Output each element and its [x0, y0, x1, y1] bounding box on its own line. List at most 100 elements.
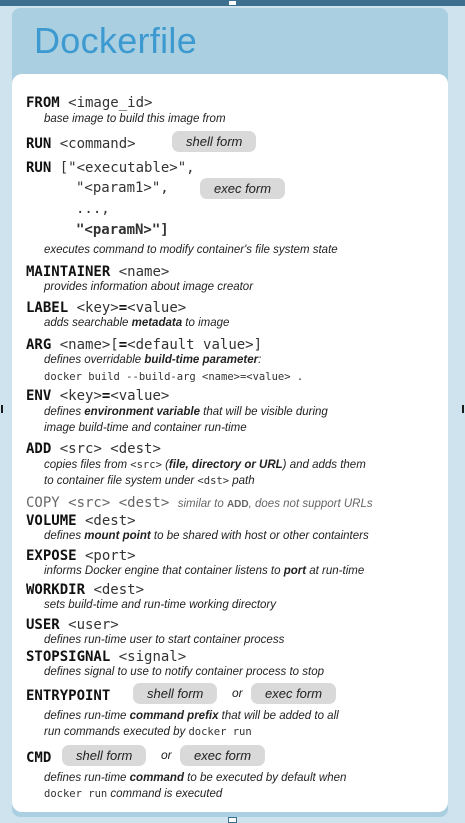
argument: <port> — [77, 548, 136, 564]
resize-handle-top[interactable] — [228, 0, 237, 6]
add-description: copies files from <src> (file, directory… — [44, 459, 366, 471]
volume-description: defines mount point to be shared with ho… — [44, 530, 369, 542]
argument: <src> <dest> — [60, 495, 170, 511]
expose-description: informs Docker engine that container lis… — [44, 565, 364, 577]
text: to container file system under — [44, 475, 197, 487]
copy-description: similar to ADD, does not support URLs — [178, 498, 373, 510]
keyword: ENV — [26, 388, 51, 404]
argument: <key> — [51, 388, 102, 404]
keyword: RUN — [26, 136, 51, 152]
argument: <dest> — [77, 513, 136, 529]
argument: <value> — [110, 388, 169, 404]
emphasis: command — [130, 772, 184, 784]
keyword: MAINTAINER — [26, 264, 110, 280]
text: to image — [182, 317, 229, 329]
argument: <src> <dest> — [51, 441, 161, 457]
text: ) and adds them — [283, 459, 366, 471]
text: defines overridable — [44, 354, 144, 366]
keyword: COPY — [26, 495, 60, 511]
env-instruction: ENV <key>=<value> — [26, 387, 169, 405]
keyword: VOLUME — [26, 513, 77, 529]
workdir-instruction: WORKDIR <dest> — [26, 581, 144, 599]
code: docker run — [188, 726, 251, 738]
text: that will be added to all — [218, 710, 338, 722]
arg-example: docker build --build-arg <name>=<value> … — [44, 371, 303, 383]
keyword: EXPOSE — [26, 548, 77, 564]
argument: <name>[ — [51, 337, 118, 353]
text: , does not support URLs — [249, 498, 373, 510]
argument: <signal> — [110, 649, 186, 665]
equals-sign: = — [119, 337, 127, 353]
add-description-line2: to container file system under <dst> pat… — [44, 475, 255, 487]
code: <src> — [130, 459, 162, 471]
text: adds searchable — [44, 317, 132, 329]
keyword: WORKDIR — [26, 582, 85, 598]
or-separator: or — [161, 748, 172, 762]
text: run commands executed by — [44, 726, 188, 738]
argument: ["<executable>", — [51, 160, 194, 176]
argument: <image_id> — [60, 95, 153, 111]
maintainer-description: provides information about image creator — [44, 281, 253, 293]
workdir-description: sets build-time and run-time working dir… — [44, 599, 276, 611]
text: defines — [44, 406, 84, 418]
env-description: defines environment variable that will b… — [44, 406, 328, 418]
from-description: base image to build this image from — [44, 113, 226, 125]
text: at run-time — [306, 565, 364, 577]
stopsignal-instruction: STOPSIGNAL <signal> — [26, 648, 186, 666]
emphasis: file, directory or URL — [169, 459, 283, 471]
cmd-description-line2: docker run command is executed — [44, 788, 222, 800]
user-description: defines run-time user to start container… — [44, 634, 284, 646]
run-shell-instruction: RUN <command> — [26, 135, 136, 153]
add-instruction: ADD <src> <dest> — [26, 440, 161, 458]
keyword: STOPSIGNAL — [26, 649, 110, 665]
expose-instruction: EXPOSE <port> — [26, 547, 136, 565]
argument: <command> — [51, 136, 135, 152]
argument: <key> — [68, 300, 119, 316]
exec-form-badge: exec form — [200, 178, 285, 199]
volume-instruction: VOLUME <dest> — [26, 512, 136, 530]
entrypoint-description: defines run-time command prefix that wil… — [44, 710, 339, 722]
entrypoint-shell-form-badge: shell form — [133, 683, 217, 704]
resize-handle-right[interactable] — [462, 405, 464, 413]
text: to be executed by default when — [184, 772, 346, 784]
or-separator: or — [232, 686, 243, 700]
keyword: CMD — [26, 750, 51, 766]
resize-handle-bottom[interactable] — [228, 817, 237, 823]
text: : — [258, 354, 261, 366]
code: <dst> — [197, 475, 229, 487]
text: to be shared with host or other containt… — [151, 530, 369, 542]
code: docker run — [44, 788, 107, 800]
user-instruction: USER <user> — [26, 616, 119, 634]
emphasis: metadata — [132, 317, 183, 329]
env-description-line2: image build-time and container run-time — [44, 422, 247, 434]
argument: <value> — [127, 300, 186, 316]
cmd-instruction: CMD — [26, 749, 51, 767]
from-instruction: FROM <image_id> — [26, 94, 152, 112]
run-exec-ellipsis: ..., — [76, 201, 110, 217]
entrypoint-description-line2: run commands executed by docker run — [44, 726, 252, 738]
argument: <dest> — [85, 582, 144, 598]
label-instruction: LABEL <key>=<value> — [26, 299, 186, 317]
emphasis: build-time parameter — [144, 354, 258, 366]
text: copies files from — [44, 459, 130, 471]
text: that will be visible during — [200, 406, 328, 418]
keyword: ENTRYPOINT — [26, 688, 110, 704]
copy-instruction: COPY <src> <dest> similar to ADD, does n… — [26, 494, 373, 512]
text: similar to — [178, 498, 227, 510]
resize-handle-left[interactable] — [1, 405, 3, 413]
text: ( — [162, 459, 169, 471]
run-exec-paramN: "<paramN>"] — [76, 222, 169, 238]
emphasis: ADD — [227, 499, 249, 510]
keyword: FROM — [26, 95, 60, 111]
keyword: RUN — [26, 160, 51, 176]
argument: <default value>] — [127, 337, 262, 353]
cheatsheet-panel: Dockerfile FROM <image_id> base image to… — [12, 8, 448, 817]
equals-sign: = — [119, 300, 127, 316]
text: path — [229, 475, 255, 487]
cmd-exec-form-badge: exec form — [180, 745, 265, 766]
text: informs Docker engine that container lis… — [44, 565, 284, 577]
emphasis: mount point — [84, 530, 150, 542]
text: defines — [44, 530, 84, 542]
cmd-shell-form-badge: shell form — [62, 745, 146, 766]
keyword: ARG — [26, 337, 51, 353]
